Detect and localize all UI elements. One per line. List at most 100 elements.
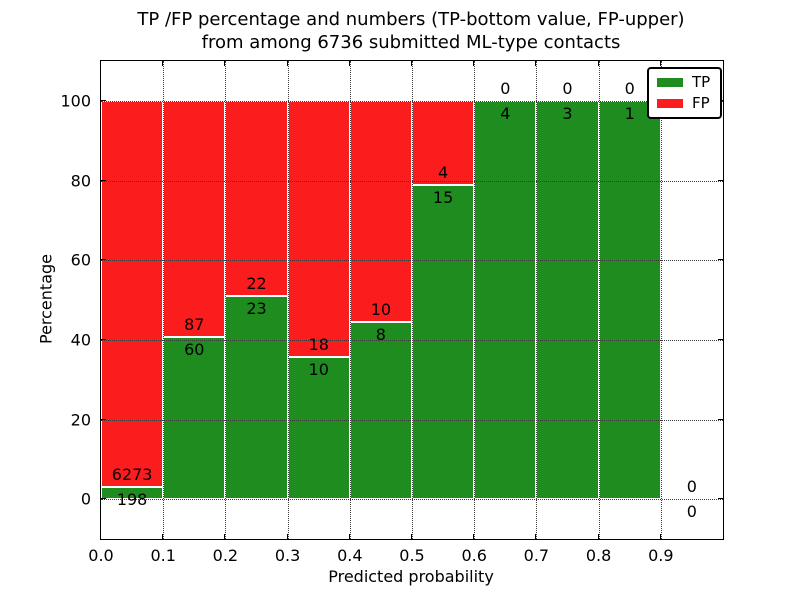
fp-bar-4 bbox=[349, 100, 412, 323]
y-tick-right-20 bbox=[718, 418, 723, 420]
x-tick-top-0.9 bbox=[659, 61, 661, 66]
x-tick-top-0.2 bbox=[224, 61, 226, 66]
tp-bar-8 bbox=[598, 100, 661, 500]
y-tick-left-100 bbox=[101, 99, 106, 101]
tp-count-label-8: 1 bbox=[624, 103, 635, 123]
fp-bar-0 bbox=[101, 100, 164, 487]
fp-count-label-9: 0 bbox=[686, 477, 697, 497]
fp-count-label-8: 0 bbox=[624, 78, 635, 98]
y-tick-label-20: 20 bbox=[70, 410, 91, 429]
x-tick-top-0.6 bbox=[473, 61, 475, 66]
x-tick-bottom-0.0 bbox=[100, 534, 101, 539]
tp-bar-2 bbox=[225, 295, 288, 500]
x-tick-top-0.3 bbox=[286, 61, 288, 66]
y-tick-left-40 bbox=[101, 338, 106, 340]
x-tick-bottom-0.7 bbox=[535, 534, 537, 539]
gridline-x-0.4 bbox=[349, 61, 351, 539]
x-tick-top-0.8 bbox=[597, 61, 599, 66]
chart-title: TP /FP percentage and numbers (TP-bottom… bbox=[100, 8, 722, 54]
y-tick-left-80 bbox=[101, 179, 106, 181]
x-tick-bottom-0.3 bbox=[286, 534, 288, 539]
tp-count-label-4: 8 bbox=[375, 325, 386, 345]
fp-count-label-1: 87 bbox=[184, 314, 205, 334]
y-tick-label-0: 0 bbox=[80, 489, 91, 509]
x-axis-label: Predicted probability bbox=[328, 567, 494, 586]
legend-label-tp: TP bbox=[692, 73, 711, 91]
fp-bar-3 bbox=[287, 100, 350, 357]
fp-bar-2 bbox=[225, 100, 288, 296]
legend-entry-fp: FP bbox=[657, 95, 710, 112]
plot-area: 0.0 0.1 0.2 0.3 0.4 0.5 0.6 0.7 0.8 0.9 0 20 40 60 80 1… bbox=[60, 60, 724, 565]
x-tick-bottom-0.9 bbox=[659, 534, 661, 539]
x-tick-label-0.0: 0.0 bbox=[88, 546, 114, 565]
y-tick-right-80 bbox=[718, 179, 723, 181]
x-tick-label-0.9: 0.9 bbox=[648, 546, 674, 565]
x-tick-bottom-0.2 bbox=[224, 534, 226, 539]
gridline-x-0.8 bbox=[598, 61, 600, 539]
legend-entry-tp: TP bbox=[657, 74, 710, 91]
tp-bar-5 bbox=[412, 184, 475, 500]
fp-count-label-4: 10 bbox=[370, 300, 392, 320]
tp-bar-1 bbox=[163, 336, 226, 500]
x-tick-bottom-0.8 bbox=[597, 534, 599, 539]
fp-count-label-7: 0 bbox=[562, 78, 573, 98]
tp-count-label-3: 10 bbox=[308, 359, 329, 379]
tp-count-label-7: 3 bbox=[562, 103, 573, 123]
tp-count-label-5: 15 bbox=[432, 187, 454, 207]
chart-title-line2: from among 6736 submitted ML-type contac… bbox=[201, 32, 621, 53]
y-tick-right-60 bbox=[718, 259, 723, 261]
x-tick-top-0.7 bbox=[535, 61, 537, 66]
chart-title-line1: TP /FP percentage and numbers (TP-bottom… bbox=[137, 9, 685, 30]
fp-swatch bbox=[657, 99, 683, 108]
y-axis-label: Percentage bbox=[36, 253, 56, 345]
tp-count-label-6: 4 bbox=[500, 103, 511, 123]
fp-count-label-2: 22 bbox=[246, 273, 267, 293]
y-tick-label-60: 60 bbox=[70, 250, 91, 270]
y-tick-left-0 bbox=[101, 498, 106, 500]
tp-bar-7 bbox=[536, 100, 599, 500]
x-tick-label-0.1: 0.1 bbox=[150, 546, 176, 565]
gridline-x-0.7 bbox=[536, 61, 538, 539]
y-tick-label-80: 80 bbox=[70, 171, 91, 190]
fp-count-label-0: 6273 bbox=[111, 464, 153, 484]
gridline-x-0.1 bbox=[163, 61, 165, 539]
x-tick-label-0.8: 0.8 bbox=[585, 546, 612, 565]
tp-bar-6 bbox=[474, 100, 537, 500]
tp-bar-3 bbox=[287, 356, 350, 500]
y-tick-left-20 bbox=[101, 418, 106, 420]
y-tick-left-60 bbox=[101, 259, 106, 261]
x-tick-label-0.5: 0.5 bbox=[399, 546, 425, 565]
x-tick-bottom-0.5 bbox=[411, 534, 412, 539]
x-tick-label-0.4: 0.4 bbox=[337, 546, 363, 565]
gridline-x-0.2 bbox=[225, 61, 227, 539]
x-tick-label-0.3: 0.3 bbox=[274, 546, 301, 565]
tp-count-label-1: 60 bbox=[184, 339, 205, 359]
x-tick-label-0.6: 0.6 bbox=[461, 546, 487, 565]
y-tick-right-0 bbox=[718, 498, 723, 500]
y-tick-label-40: 40 bbox=[70, 330, 91, 350]
tp-count-label-2: 23 bbox=[246, 298, 267, 318]
tp-bar-4 bbox=[349, 322, 412, 500]
fp-count-label-6: 0 bbox=[500, 78, 511, 98]
x-tick-label-0.2: 0.2 bbox=[212, 546, 239, 565]
x-tick-bottom-0.6 bbox=[473, 534, 475, 539]
gridline-x-0.9 bbox=[660, 61, 662, 539]
y-tick-label-100: 100 bbox=[60, 91, 91, 111]
x-tick-top-0.0 bbox=[100, 61, 101, 66]
fp-count-label-5: 4 bbox=[438, 162, 449, 182]
y-tick-right-40 bbox=[718, 338, 723, 340]
legend-label-fp: FP bbox=[692, 94, 710, 112]
gridline-x-0.3 bbox=[287, 61, 289, 539]
x-tick-label-0.7: 0.7 bbox=[523, 546, 550, 565]
tp-count-label-9: 0 bbox=[686, 502, 697, 522]
x-tick-top-0.5 bbox=[411, 61, 412, 66]
fp-bar-5 bbox=[412, 100, 475, 185]
x-tick-bottom-0.4 bbox=[348, 534, 350, 539]
tp-count-label-0: 198 bbox=[116, 489, 148, 509]
gridline-x-0.5 bbox=[412, 61, 413, 539]
gridline-x-0.6 bbox=[474, 61, 476, 539]
x-tick-bottom-0.1 bbox=[162, 534, 164, 539]
x-tick-top-0.4 bbox=[348, 61, 350, 66]
x-tick-top-0.1 bbox=[162, 61, 164, 66]
